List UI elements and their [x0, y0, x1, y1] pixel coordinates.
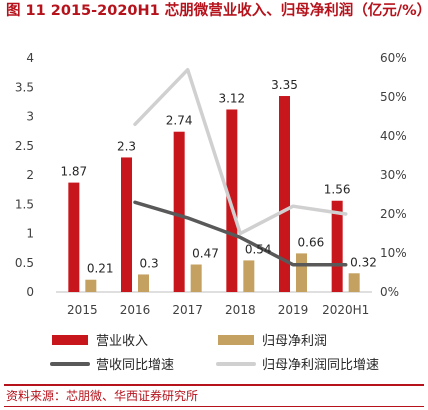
- source-note: 资料来源：芯朋微、华西证券研究所: [6, 389, 199, 403]
- chart: 00.511.522.533.540%10%20%30%40%50%60%201…: [15, 51, 407, 373]
- legend-label: 归母净利润: [262, 334, 327, 349]
- y-left-tick-label: 4: [26, 51, 34, 65]
- y-right-tick-label: 40%: [380, 129, 407, 143]
- x-tick-label: 2017: [172, 303, 203, 317]
- revenue-bar: [173, 131, 185, 292]
- legend-label: 营收同比增速: [96, 358, 174, 373]
- legend-label: 营业收入: [96, 334, 148, 349]
- chart-bars: [68, 96, 360, 293]
- x-tick-label: 2019: [278, 303, 309, 317]
- y-right-tick-label: 10%: [380, 246, 407, 260]
- y-left-tick-label: 3: [26, 110, 34, 124]
- x-tick-label: 2015: [67, 303, 98, 317]
- profit-data-label: 0.21: [87, 262, 114, 276]
- revenue-bar: [226, 109, 238, 292]
- revenue-bar: [331, 200, 343, 292]
- y-right-tick-label: 20%: [380, 207, 407, 221]
- y-right-tick-label: 50%: [380, 90, 407, 104]
- revenue-bar: [121, 157, 132, 292]
- x-tick-label: 2016: [120, 303, 151, 317]
- bottom-divider: [4, 406, 424, 407]
- profit-data-label: 0.66: [298, 235, 325, 249]
- y-right-tick-label: 60%: [380, 51, 407, 65]
- profit-bar: [296, 253, 307, 292]
- legend-swatch: [218, 335, 254, 345]
- y-left-tick-label: 2.5: [15, 139, 34, 153]
- profit-bar: [85, 279, 97, 292]
- y-left-tick-label: 1: [26, 227, 34, 241]
- chart-axes: 00.511.522.533.540%10%20%30%40%50%60%201…: [15, 51, 407, 317]
- chart-lines: [133, 67, 348, 267]
- profit-bar: [138, 274, 149, 292]
- y-left-tick-label: 0: [26, 285, 34, 299]
- x-tick-label: 2018: [225, 303, 256, 317]
- x-tick-label: 2020H1: [322, 303, 369, 317]
- revenue-bar: [68, 182, 80, 292]
- y-left-tick-label: 3.5: [15, 80, 34, 94]
- profit-data-label: 0.3: [140, 256, 159, 270]
- profit-growth-line: [133, 67, 348, 236]
- profit-bar: [190, 264, 202, 292]
- revenue-data-label: 1.87: [60, 165, 87, 179]
- revenue-data-label: 3.12: [218, 91, 245, 105]
- figure-title: 图 11 2015-2020H1 芯朋微营业收入、归母净利润（亿元/%）: [6, 3, 428, 19]
- chart-data-labels: 1.87 2.3 2.74 3.12 3.35 1.56 0.21 0.3 0.47 0.54 0.…: [60, 78, 376, 276]
- revenue-data-label: 1.56: [324, 183, 351, 197]
- profit-data-label: 0.47: [192, 247, 219, 261]
- y-left-tick-label: 1.5: [15, 197, 34, 211]
- revenue-bar: [279, 96, 290, 293]
- revenue-data-label: 2.74: [166, 114, 193, 128]
- revenue-data-label: 2.3: [117, 139, 136, 153]
- profit-bar: [348, 273, 360, 292]
- source-divider: [4, 384, 424, 386]
- y-right-tick-label: 0%: [380, 285, 399, 299]
- legend-label: 归母净利润同比增速: [262, 358, 379, 373]
- y-left-tick-label: 2: [26, 168, 34, 182]
- y-left-tick-label: 0.5: [15, 256, 34, 270]
- legend-swatch: [52, 335, 88, 345]
- revenue-growth-line: [133, 200, 348, 267]
- profit-bar: [243, 260, 255, 292]
- profit-data-label: 0.32: [350, 255, 377, 269]
- revenue-data-label: 3.35: [271, 78, 298, 92]
- y-right-tick-label: 30%: [380, 168, 407, 182]
- profit-data-label: 0.54: [245, 242, 272, 256]
